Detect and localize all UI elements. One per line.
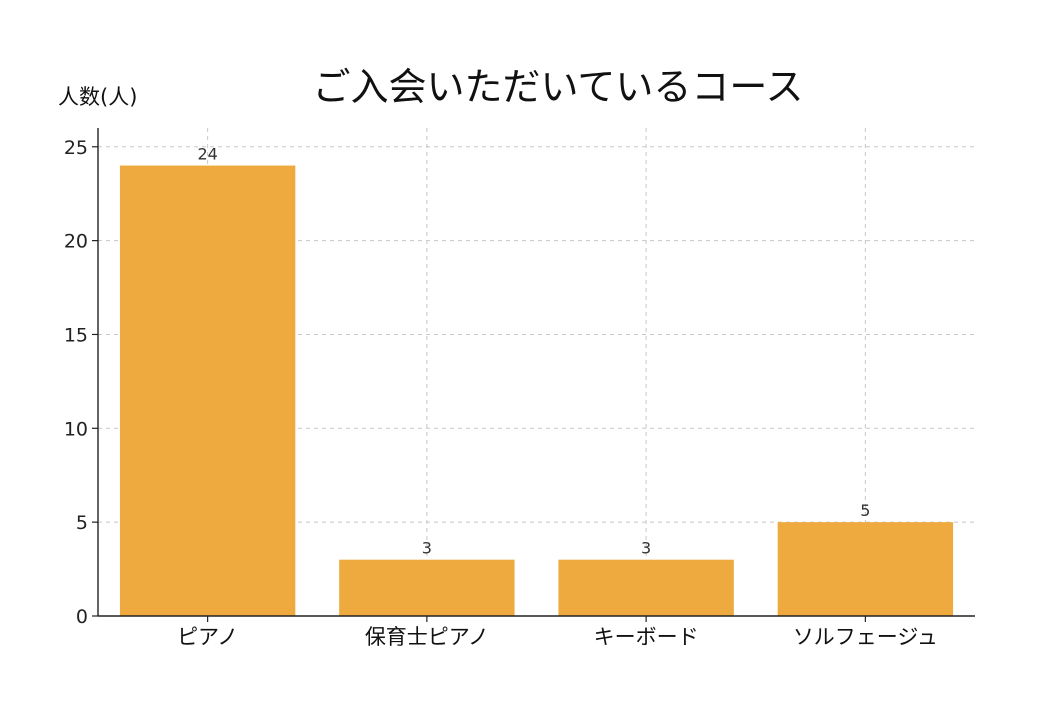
y-tick-label: 5 — [76, 512, 88, 534]
chart-title: ご入会いただいているコース — [313, 65, 804, 109]
y-tick-label: 10 — [64, 418, 88, 440]
bar — [339, 559, 515, 616]
bar-value-label: 3 — [422, 539, 432, 558]
x-category-label: ソルフェージュ — [793, 625, 938, 649]
y-tick-label: 25 — [64, 137, 88, 159]
labels: 0 5 10 15 20 25 24 ピアノ 3 保育士ピアノ 3 キーボード 5 ソルフェージュ — [64, 137, 938, 649]
bar-value-label: 5 — [860, 501, 870, 520]
x-category-label: ピアノ — [177, 625, 238, 649]
bars — [119, 165, 954, 617]
y-axis-label: 人数(人) — [58, 85, 137, 109]
y-tick-label: 0 — [76, 606, 88, 628]
bar — [558, 559, 734, 616]
y-tick-label: 15 — [64, 324, 88, 346]
bar-value-label: 3 — [641, 539, 651, 558]
bar — [777, 522, 954, 616]
x-category-label: 保育士ピアノ — [365, 625, 489, 649]
y-tick-label: 20 — [64, 231, 88, 253]
x-category-label: キーボード — [594, 625, 699, 649]
bar-value-label: 24 — [197, 145, 217, 164]
bar — [119, 165, 296, 617]
axes — [92, 128, 975, 622]
